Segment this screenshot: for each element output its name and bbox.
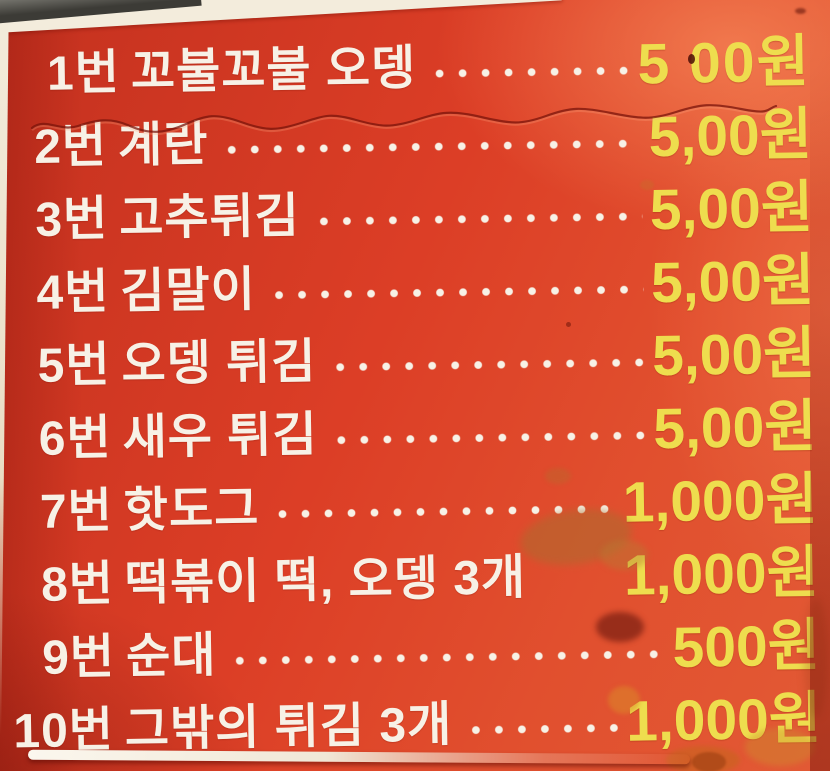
menu-row: 5번 오뎅 튀김 5,00원 [0,317,830,403]
menu-item-name: 김말이 [119,262,257,319]
menu-row: 4번 김말이 5,00원 [0,244,829,330]
menu-item-name: 꼬불꼬불 오뎅 [130,41,417,99]
menu-item-price: 1,000원 [623,540,820,608]
menu-row: 1번 꼬불꼬불 오뎅 5 00원 [0,26,826,112]
menu-item-name: 떡볶이 떡, 오뎅 3개 [124,550,527,611]
dot-leader [226,646,665,668]
dot-leader [265,281,644,302]
board-right-edge-shadow [810,0,830,771]
dot-leader [218,135,641,157]
menu-item-name: 계란 [117,117,209,173]
menu-item-price: 5,00원 [652,394,818,462]
menu-row: 8번 떡볶이 떡, 오뎅 3개 1,000원 [3,536,830,622]
menu-item-price: 1,000원 [625,686,822,754]
dot-leader [462,720,619,737]
menu-item-number: 5번 [37,338,111,393]
menu-item-name: 오뎅 튀김 [121,335,317,392]
menu-item-price: 500원 [672,613,821,680]
menu-item-price: 5,00원 [651,321,817,389]
menu-item-price: 5 00원 [637,29,812,97]
menu-item-number: 2번 [33,119,108,174]
menu-item-price: 1,000원 [622,467,819,535]
menu-item-price: 5,00원 [650,248,815,316]
menu-item-name: 새우 튀김 [122,408,319,465]
menu-item-price: 5,00원 [648,102,813,170]
menu-item-number: 4번 [36,265,110,320]
menu-item-name: 고추튀김 [118,189,301,246]
menu-row: 7번 핫도그 1,000원 [1,463,830,549]
menu-row: 2번 계란 5,00원 [0,99,827,185]
menu-item-number: 9번 [41,630,116,685]
menu-row: 6번 새우 튀김 5,00원 [0,390,830,476]
menu-item-price: 5,00원 [649,175,814,243]
menu-item-name: 핫도그 [123,481,260,538]
menu-item-number: 10번 [12,703,115,758]
dot-leader [309,208,643,229]
dot-leader [269,501,615,521]
menu-item-number: 6번 [38,411,113,466]
dot-leader [327,427,646,447]
menu-row: 9번 순대 500원 [4,609,830,695]
menu-item-number: 1번 [46,46,121,101]
dot-leader [426,63,630,81]
menu-item-name: 순대 [125,628,217,684]
menu-item-number: 3번 [34,192,109,247]
dot-leader [326,354,645,374]
menu-row: 3번 고추튀김 5,00원 [0,172,828,258]
menu-item-number: 7번 [39,484,114,539]
menu-item-number: 8번 [40,557,115,612]
menu-item-name: 그밖의 튀김 3개 [124,697,453,757]
